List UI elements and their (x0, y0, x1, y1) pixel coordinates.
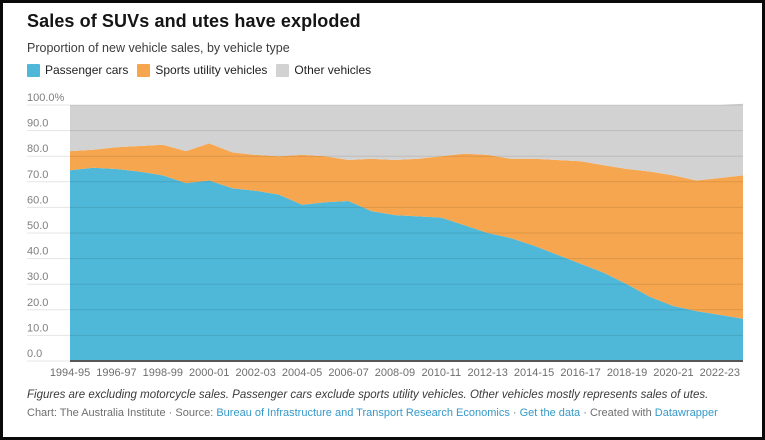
y-axis-tick-label: 70.0 (27, 169, 48, 181)
chart-title: Sales of SUVs and utes have exploded (27, 11, 361, 31)
x-axis-tick-label: 2016-17 (560, 367, 600, 379)
legend-item-sports-utility-vehicles: Sports utility vehicles (137, 63, 267, 77)
x-axis-tick-label: 2002-03 (236, 367, 276, 379)
legend-swatch-passenger-cars-icon (27, 63, 40, 77)
created-with-text: · Created with (583, 407, 652, 419)
legend-label: Passenger cars (45, 63, 129, 77)
y-axis-tick-label: 0.0 (27, 348, 42, 360)
legend-label: Other vehicles (294, 63, 372, 77)
attribution-line: Chart: The Australia Institute · Source:… (27, 407, 718, 419)
x-axis-tick-label: 1994-95 (50, 367, 90, 379)
get-the-data-link[interactable]: Get the data (519, 407, 581, 419)
x-axis-tick-label: 1996-97 (96, 367, 136, 379)
legend-swatch-suv-icon (137, 63, 151, 77)
area-sports-utility-vehicles (70, 143, 743, 319)
y-axis-tick-label: 50.0 (27, 220, 48, 232)
chart-subtitle: Proportion of new vehicle sales, by vehi… (27, 41, 290, 55)
legend-label: Sports utility vehicles (155, 63, 268, 77)
x-axis-tick-label: 2012-13 (468, 367, 508, 379)
y-axis-tick-label: 40.0 (27, 246, 48, 258)
x-axis-tick-label: 2014-15 (514, 367, 554, 379)
y-axis-tick-label: 60.0 (27, 194, 48, 206)
y-axis-tick-label: 100.0% (27, 92, 65, 104)
x-axis-tick-label: 2010-11 (422, 367, 462, 379)
legend: Passenger cars Sports utility vehicles O… (27, 63, 371, 77)
x-axis-tick-label: 2018-19 (607, 367, 647, 379)
x-axis-tick-label: 1998-99 (143, 367, 183, 379)
footnote: Figures are excluding motorcycle sales. … (27, 389, 709, 401)
x-axis-tick-label: 2004-05 (282, 367, 322, 379)
stacked-area-chart: 100.0% 90.0 80.0 70.0 60.0 50.0 40.0 30.0 20.0 10… (27, 92, 743, 379)
y-axis-tick-label: 90.0 (27, 118, 48, 130)
source-link[interactable]: Bureau of Infrastructure and Transport R… (216, 407, 510, 419)
attribution-prefix: Chart: The Australia Institute · Source: (27, 407, 214, 419)
x-axis-tick-label: 2008-09 (375, 367, 415, 379)
x-axis-tick-label: 2006-07 (328, 367, 368, 379)
y-axis-tick-label: 30.0 (27, 271, 48, 283)
x-axis-tick-label: 2000-01 (189, 367, 229, 379)
area-passenger-cars (70, 167, 743, 361)
y-axis-tick-label: 20.0 (27, 297, 48, 309)
attribution-separator: · (512, 407, 517, 419)
area-other-vehicles (70, 103, 743, 181)
y-axis-tick-label: 80.0 (27, 143, 48, 155)
legend-swatch-other-icon (276, 63, 290, 77)
legend-item-passenger-cars: Passenger cars (27, 63, 128, 77)
legend-item-other-vehicles: Other vehicles (276, 63, 371, 77)
datawrapper-link[interactable]: Datawrapper (654, 407, 718, 419)
x-axis-tick-label: 2020-21 (653, 367, 693, 379)
x-axis-tick-label: 2022-23 (700, 367, 740, 379)
y-axis-tick-label: 10.0 (27, 322, 48, 334)
